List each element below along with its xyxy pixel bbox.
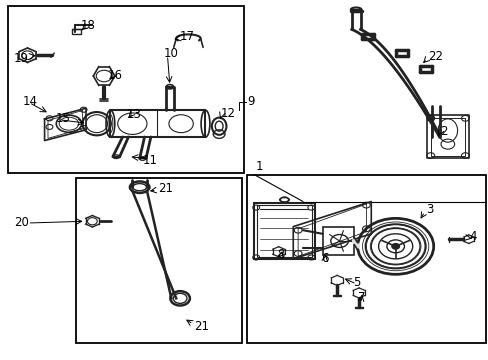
Text: 14: 14	[22, 95, 38, 108]
Text: 10: 10	[163, 46, 178, 59]
Text: 12: 12	[221, 107, 236, 120]
Text: 20: 20	[14, 216, 29, 229]
Bar	[257, 206, 312, 257]
Text: 6: 6	[321, 252, 328, 265]
Text: 21: 21	[194, 320, 209, 333]
Text: 11: 11	[143, 154, 158, 167]
Text: 8: 8	[277, 248, 284, 261]
Text: 17: 17	[180, 30, 195, 43]
Bar	[8, 6, 244, 173]
Text: 21: 21	[158, 182, 172, 195]
Circle shape	[391, 243, 399, 249]
Text: 7: 7	[357, 291, 365, 304]
Bar	[246, 175, 485, 343]
Text: 15: 15	[56, 112, 71, 125]
Text: 13: 13	[126, 108, 141, 121]
Bar	[76, 178, 242, 343]
Text: 2: 2	[440, 125, 447, 139]
Text: 16: 16	[108, 69, 122, 82]
Text: 19: 19	[14, 51, 29, 64]
Text: 9: 9	[246, 95, 254, 108]
Text: 5: 5	[352, 276, 359, 289]
Text: 4: 4	[469, 230, 476, 243]
Text: 3: 3	[425, 203, 432, 216]
Text: 22: 22	[427, 50, 443, 63]
Bar	[254, 203, 315, 259]
Bar	[72, 30, 81, 34]
Bar	[322, 226, 353, 255]
Text: 18: 18	[80, 19, 95, 32]
Text: 1: 1	[255, 160, 262, 173]
